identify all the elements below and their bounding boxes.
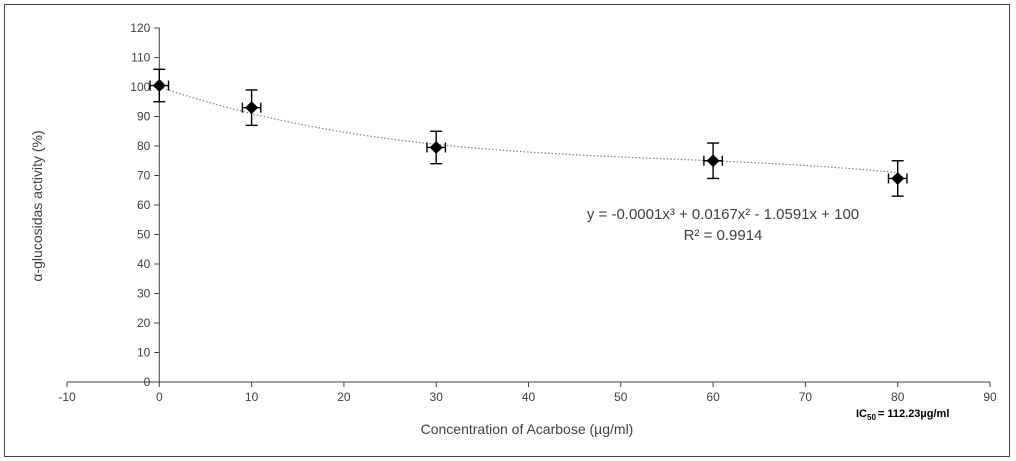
axes-group: -10 0 10 20 30 40 50 60 70 80 90 0 10 20 30 40 50 60 70 80 9… bbox=[58, 21, 997, 404]
y-tick-label: 120 bbox=[130, 21, 150, 35]
x-tick-label: 20 bbox=[337, 390, 351, 404]
x-tick-label: -10 bbox=[58, 390, 76, 404]
y-tick-label: 40 bbox=[137, 257, 151, 271]
y-tick-label: 80 bbox=[137, 139, 151, 153]
data-point-group bbox=[887, 160, 908, 197]
x-axis-title: Concentration of Acarbose (µg/ml) bbox=[421, 421, 634, 437]
x-tick-label: 70 bbox=[799, 390, 813, 404]
data-point-marker bbox=[429, 140, 443, 154]
data-point-marker bbox=[891, 171, 905, 185]
y-tick-label: 110 bbox=[131, 51, 150, 65]
trendline-path bbox=[159, 86, 898, 174]
y-tick-label: 50 bbox=[137, 228, 151, 242]
ic50-prefix: IC bbox=[856, 408, 867, 420]
y-tick-label: 60 bbox=[137, 198, 151, 212]
x-tick-label: 30 bbox=[430, 390, 444, 404]
data-point-marker bbox=[152, 79, 166, 93]
data-point-group bbox=[241, 89, 262, 127]
y-tick-label: 20 bbox=[137, 316, 151, 330]
y-tick-label: 10 bbox=[137, 346, 151, 360]
points-group bbox=[149, 68, 908, 197]
data-point-group bbox=[703, 142, 724, 180]
trendline-group bbox=[159, 86, 898, 174]
r-squared-label: R² = 0.9914 bbox=[684, 227, 763, 244]
data-point-marker bbox=[245, 101, 259, 115]
x-tick-label: 90 bbox=[983, 390, 997, 404]
ic50-subscript: 50 bbox=[867, 413, 876, 422]
y-tick-label: 100 bbox=[130, 80, 150, 94]
y-tick-label: 0 bbox=[144, 375, 151, 389]
trendline-equation: y = -0.0001x³ + 0.0167x² - 1.0591x + 100 bbox=[587, 206, 859, 223]
data-point-group bbox=[426, 130, 447, 165]
data-point-marker bbox=[706, 154, 720, 168]
ic50-annotation: IC50 = 112.23µg/ml bbox=[856, 408, 949, 422]
y-tick-label: 70 bbox=[137, 169, 151, 183]
x-tick-label: 40 bbox=[522, 390, 536, 404]
x-tick-label: 60 bbox=[706, 390, 720, 404]
x-tick-label: 80 bbox=[891, 390, 905, 404]
ic50-value: = 112.23µg/ml bbox=[878, 408, 949, 420]
x-tick-label: 10 bbox=[245, 390, 259, 404]
x-tick-label: 50 bbox=[614, 390, 628, 404]
y-axis-title: α-glucosidas activity (%) bbox=[29, 130, 45, 281]
x-tick-label: 0 bbox=[156, 390, 163, 404]
data-point-group bbox=[149, 68, 170, 103]
y-tick-label: 90 bbox=[137, 110, 151, 124]
y-tick-label: 30 bbox=[137, 287, 151, 301]
